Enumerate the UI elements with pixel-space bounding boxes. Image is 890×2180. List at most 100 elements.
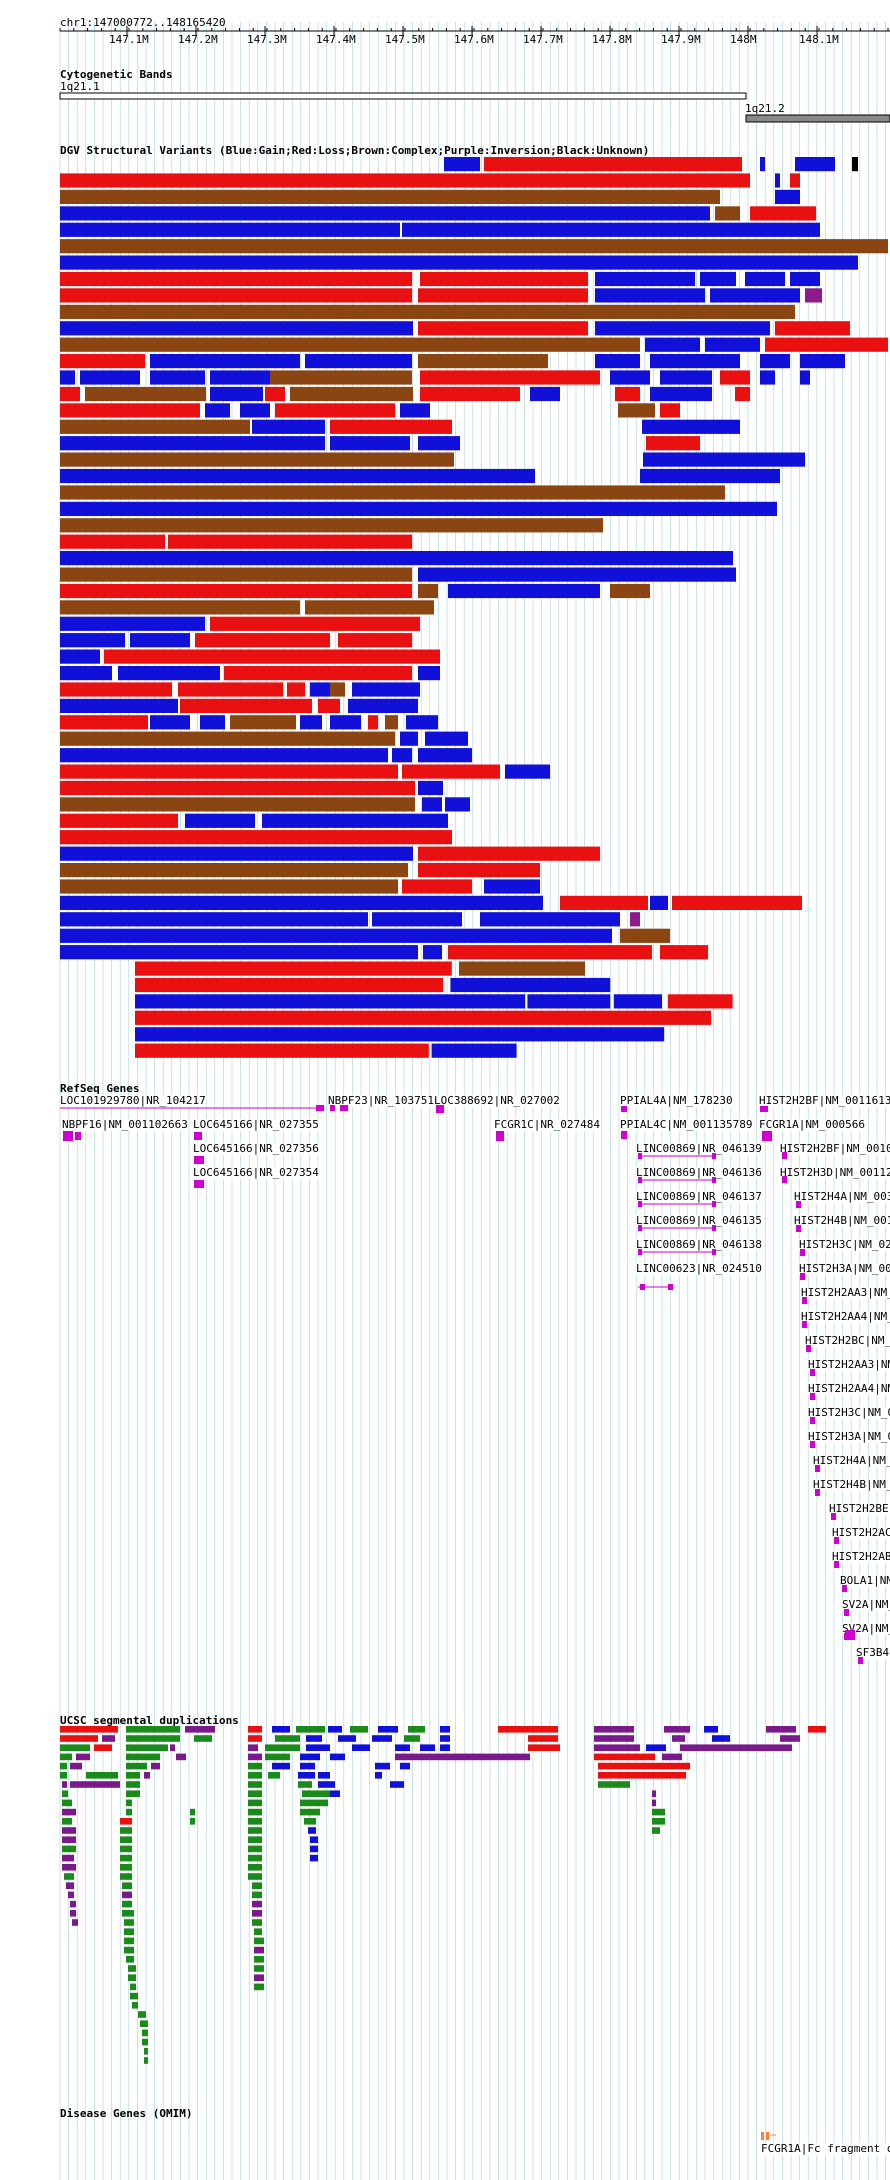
gene-label[interactable]: HIST2H2BF|NM_001161334 [759, 1095, 890, 1107]
gene-label[interactable]: HIST2H3A|NM_001 [799, 1263, 890, 1275]
dgv-variant-bar [618, 403, 655, 418]
dgv-variant-bar [425, 731, 468, 746]
gene-label[interactable]: HIST2H3C|NM_021 [799, 1239, 890, 1251]
segdup-bar [126, 1726, 180, 1733]
gene-label[interactable]: LINC00869|NR_046137 [636, 1190, 762, 1203]
gene-label[interactable]: HIST2H2AB| [832, 1551, 890, 1563]
gene-label[interactable]: HIST2H2AC| [832, 1527, 890, 1539]
gene-label[interactable]: HIST2H2AA4|NM_ [808, 1383, 890, 1395]
dgv-variant-bar [720, 370, 750, 385]
gene-label[interactable]: HIST2H2BC|NM_0 [805, 1335, 890, 1347]
gene-label[interactable]: SF3B4 [856, 1646, 890, 1659]
dgv-variant-bar [135, 977, 444, 993]
gene-label[interactable]: HIST2H4A|NM_0035 [794, 1191, 890, 1203]
dgv-variant-bar [60, 633, 125, 648]
dgv-variant-bar [750, 206, 816, 221]
dgv-variant-bar [765, 337, 888, 352]
gene-label[interactable]: HIST2H2AA3|NM_ [808, 1359, 890, 1371]
gene-exon [194, 1180, 204, 1188]
segdup-bar [395, 1753, 530, 1761]
gene-label[interactable]: HIST2H3A|NM_00 [808, 1431, 890, 1443]
gene-label[interactable]: HIST2H4B|NM_00 [813, 1479, 890, 1491]
dgv-variant-bar [760, 157, 765, 172]
dgv-variant-bar [60, 206, 710, 221]
dgv-variant-bar [735, 386, 750, 402]
dgv-variant-bar [420, 370, 600, 385]
gene-label[interactable]: HIST2H2AA4|NM_0 [801, 1311, 890, 1323]
dgv-variant-bar [200, 715, 225, 730]
dgv-variant-bar [615, 386, 640, 402]
dgv-variant-bar [60, 583, 412, 599]
gene-exon [340, 1105, 348, 1111]
gene-label[interactable]: PPIAL4C|NM_001135789 [620, 1118, 753, 1131]
gene-label[interactable]: NBPF23|NR_103751 [328, 1094, 434, 1107]
segdup-bar [126, 1956, 134, 1963]
gene-label[interactable]: BOLA1|NM_ [840, 1575, 890, 1587]
dgv-variant-bar [775, 189, 800, 204]
segdup-bar [338, 1735, 356, 1742]
gene-exon [712, 1201, 716, 1207]
segdup-bar [400, 1762, 410, 1770]
ruler-tick-label: 148.1M [799, 33, 839, 46]
gene-label[interactable]: PPIAL4A|NM_178230 [620, 1094, 733, 1107]
dgv-variant-bar [60, 698, 178, 713]
segdup-bar [420, 1744, 435, 1751]
gene-exon [712, 1249, 716, 1255]
gene-label[interactable]: LINC00869|NR_046135 [636, 1214, 762, 1227]
segdup-bar [254, 1946, 264, 1954]
dgv-variant-bar [330, 436, 410, 451]
dgv-variant-bar [852, 157, 858, 172]
segdup-bar [60, 1735, 98, 1742]
dgv-variant-bar [400, 731, 418, 746]
dgv-variant-bar [85, 386, 206, 402]
segdup-bar [254, 1956, 264, 1963]
gene-label[interactable]: SV2A|NM_ [842, 1599, 890, 1611]
gene-label[interactable]: HIST2H3D|NM_001123 [780, 1167, 890, 1179]
gene-label[interactable]: LINC00869|NR_046136 [636, 1166, 762, 1179]
omim-gene-label[interactable]: FCGR1A|Fc fragment of [761, 2143, 890, 2155]
gene-label[interactable]: HIST2H4B|NM_0010 [794, 1215, 890, 1227]
dgv-variant-bar [318, 698, 340, 713]
gene-label[interactable]: NBPF16|NM_001102663 [62, 1118, 188, 1131]
dgv-variant-bar [300, 715, 322, 730]
gene-label[interactable]: LOC101929780|NR_104217 [60, 1094, 206, 1107]
segdup-bar [120, 1854, 132, 1862]
segdup-bar [275, 1735, 300, 1742]
gene-label[interactable]: HIST2H2BF|NM_001024 [780, 1143, 890, 1155]
dgv-variant-bar [338, 633, 412, 648]
dgv-variant-bar [480, 912, 620, 927]
gene-label[interactable]: LOC645166|NR_027356 [193, 1142, 319, 1155]
gene-label[interactable]: LINC00623|NR_024510 [636, 1262, 762, 1275]
segdup-bar [330, 1790, 340, 1797]
segdup-bar [62, 1845, 76, 1853]
segdup-bar [408, 1726, 425, 1733]
segdup-bar [72, 1919, 78, 1926]
segdup-bar [248, 1726, 262, 1733]
segdup-bar [124, 1937, 134, 1945]
gene-label[interactable]: LINC00869|NR_046139 [636, 1142, 762, 1155]
ruler-tick-label: 147.1M [109, 33, 149, 46]
gene-label[interactable]: HIST2H2BE| [829, 1503, 890, 1515]
gene-label[interactable]: FCGR1A|NM_000566 [759, 1118, 865, 1131]
dgv-variant-bar [527, 994, 611, 1009]
gene-label[interactable]: LOC645166|NR_027354 [193, 1166, 319, 1179]
dgv-variant-bar [60, 304, 795, 319]
segdup-bar [248, 1772, 262, 1779]
gene-label[interactable]: LOC645166|NR_027355 [193, 1118, 319, 1131]
gene-label[interactable]: LINC00869|NR_046138 [636, 1238, 762, 1251]
gene-exon [834, 1537, 839, 1544]
gene-label[interactable]: HIST2H3C|NM_02 [808, 1407, 890, 1419]
dgv-variant-bar [205, 403, 230, 418]
gene-label[interactable]: FCGR1C|NR_027484 [494, 1118, 600, 1131]
dgv-variant-bar [60, 764, 398, 779]
segdup-bar [126, 1735, 180, 1742]
dgv-variant-bar [330, 715, 361, 730]
dgv-variant-bar [60, 895, 543, 910]
gene-label[interactable]: HIST2H2AA3|NM_0 [801, 1287, 890, 1299]
segdup-bar [390, 1781, 404, 1788]
dgv-variant-bar [60, 551, 733, 566]
gene-label[interactable]: LOC388692|NR_027002 [434, 1094, 560, 1107]
dgv-variant-bar [262, 813, 448, 828]
gene-exon [810, 1393, 815, 1400]
gene-label[interactable]: HIST2H4A|NM_00 [813, 1455, 890, 1467]
